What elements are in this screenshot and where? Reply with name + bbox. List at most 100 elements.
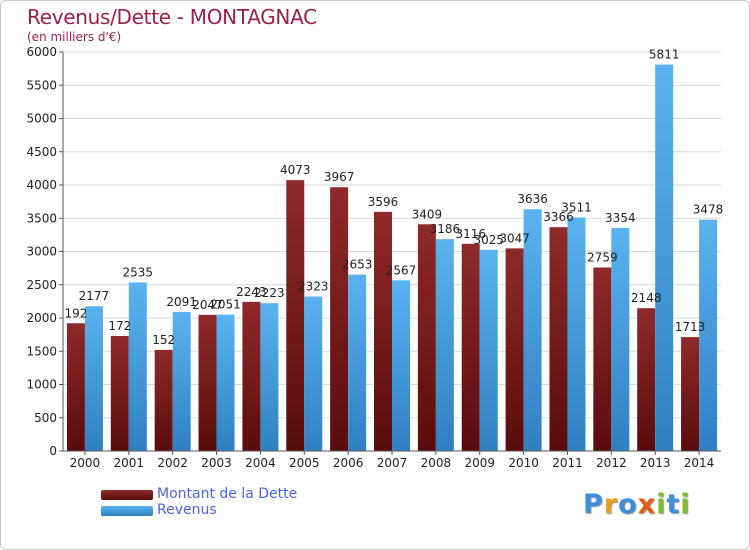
bar-dette (330, 187, 349, 451)
x-tick-label: 2011 (552, 456, 583, 470)
bar-dette (505, 248, 524, 451)
data-label-dette: 172 (108, 319, 131, 333)
data-label-dette: 2047 (192, 298, 223, 312)
y-tick-label: 1000 (26, 378, 57, 392)
y-tick-label: 2000 (26, 311, 57, 325)
data-label-revenus: 2051 (210, 298, 241, 312)
y-tick-label: 2500 (26, 278, 57, 292)
bar-revenus (392, 280, 410, 451)
axes: 0 500 1000 1500 2000 2500 3000 3500 4000 4500 5000… (26, 45, 721, 470)
data-label-revenus: 2223 (254, 286, 285, 300)
x-tick-label: 2014 (684, 456, 715, 470)
logo-letter: x (637, 489, 657, 520)
y-tick-label: 0 (49, 444, 57, 458)
data-label-dette: 3596 (368, 195, 399, 209)
x-tick-label: 2003 (201, 456, 232, 470)
x-tick-label: 2012 (596, 456, 627, 470)
proxiti-logo: Proxiti (583, 489, 691, 520)
bar-revenus (611, 227, 630, 451)
legend-label-dette: Montant de la Dette (157, 486, 298, 502)
logo-letter: i (680, 489, 691, 520)
bar-revenus (260, 303, 279, 451)
bar-dette (549, 227, 568, 451)
x-tick-label: 2013 (640, 456, 671, 470)
chart-title: Revenus/Dette - MONTAGNAC (27, 5, 317, 29)
x-tick-label: 2005 (289, 456, 320, 470)
bar-revenus (304, 296, 323, 451)
logo-letter: o (618, 489, 638, 520)
y-tick-label: 4500 (26, 145, 57, 159)
bar-revenus (523, 209, 542, 451)
bar-dette (374, 211, 392, 451)
bar-dette (66, 323, 85, 451)
x-tick-label: 2000 (70, 456, 101, 470)
bar-revenus (172, 311, 191, 451)
x-tick-label: 2009 (464, 456, 495, 470)
logo-letter: t (666, 489, 681, 520)
bar-revenus (348, 274, 367, 451)
data-label-dette: 3366 (543, 210, 574, 224)
bar-dette (242, 301, 261, 451)
bar-dette (154, 349, 173, 451)
data-label-dette: 3967 (324, 170, 355, 184)
data-label-revenus: 2177 (79, 289, 110, 303)
bar-dette (417, 224, 436, 451)
data-label-revenus: 3025 (473, 233, 504, 247)
bar-revenus (128, 282, 147, 451)
y-tick-label: 6000 (26, 45, 57, 59)
bar-dette (110, 336, 129, 451)
x-tick-label: 2007 (377, 456, 408, 470)
data-label-dette: 2148 (631, 291, 662, 305)
bar-dette (286, 180, 305, 451)
data-label-dette: 3047 (499, 231, 530, 245)
bar-dette (198, 314, 217, 451)
bar-dette (637, 308, 656, 451)
data-label-revenus: 3511 (561, 201, 592, 215)
bar-dette (461, 243, 480, 451)
bar-dette (593, 267, 612, 451)
bar-revenus (216, 314, 235, 451)
bar-revenus (84, 306, 103, 451)
x-tick-label: 2001 (114, 456, 145, 470)
bar-dette (681, 337, 700, 451)
data-label-revenus: 2567 (386, 263, 417, 277)
bar-revenus (479, 249, 498, 451)
bar-revenus (567, 217, 586, 451)
legend-label-revenus: Revenus (157, 502, 217, 518)
bar-revenus (655, 64, 674, 452)
chart-subtitle: (en milliers d'€) (27, 30, 122, 44)
legend-swatch-dette (101, 490, 153, 500)
logo-letter: r (603, 489, 619, 520)
y-tick-label: 4000 (26, 178, 57, 192)
data-label-revenus: 2653 (342, 258, 373, 272)
data-label-dette: 152 (152, 333, 175, 347)
y-tick-label: 5500 (26, 78, 57, 92)
data-label-dette: 4073 (280, 163, 311, 177)
data-label-dette: 2243 (236, 285, 267, 299)
data-label-revenus: 3636 (517, 192, 548, 206)
data-label-dette: 1713 (675, 320, 706, 334)
logo-letter: P (583, 489, 604, 520)
logo-letter: i (656, 489, 667, 520)
legend-swatch-revenus (101, 506, 153, 516)
x-tick-label: 2008 (421, 456, 452, 470)
bar-revenus (699, 219, 718, 451)
data-label-revenus: 3186 (430, 222, 461, 236)
data-label-revenus: 3354 (605, 211, 636, 225)
bar-revenus (435, 239, 454, 451)
data-label-revenus: 3478 (693, 203, 724, 217)
y-tick-label: 1500 (26, 344, 57, 358)
x-tick-label: 2010 (508, 456, 539, 470)
y-tick-label: 3500 (26, 211, 57, 225)
data-label-dette: 192 (64, 306, 87, 320)
y-tick-label: 3000 (26, 245, 57, 259)
x-tick-label: 2004 (245, 456, 276, 470)
data-label-revenus: 2091 (166, 295, 197, 309)
y-tick-label: 5000 (26, 112, 57, 126)
data-label-dette: 3409 (412, 207, 443, 221)
data-label-dette: 2759 (587, 251, 618, 265)
y-tick-label: 500 (34, 411, 57, 425)
